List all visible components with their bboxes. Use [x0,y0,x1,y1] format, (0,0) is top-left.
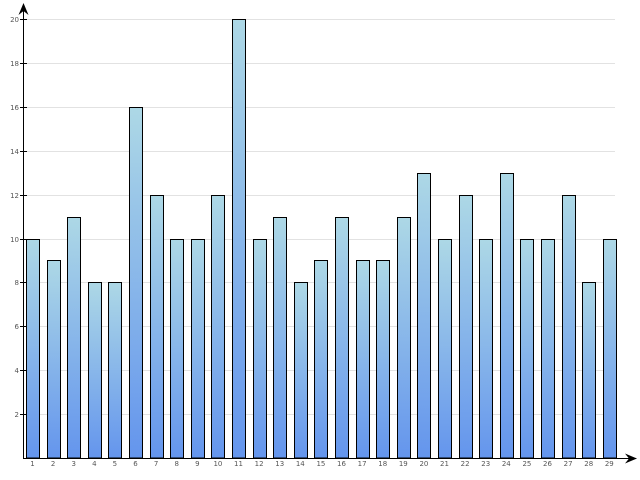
y-tick-label: 12 [10,192,19,200]
bar-16 [335,217,349,459]
y-tick-label: 8 [15,279,19,287]
bar-9 [191,239,205,459]
x-tick-label: 24 [502,460,511,468]
bar-5 [108,282,122,459]
bar-17 [356,260,370,459]
bar-21 [438,239,452,459]
bar-12 [253,239,267,459]
x-tick-label: 23 [481,460,490,468]
bar-29 [603,239,617,459]
x-tick-label: 12 [255,460,264,468]
bar-28 [582,282,596,459]
x-tick-label: 7 [154,460,158,468]
x-tick-label: 26 [543,460,552,468]
bar-4 [88,282,102,459]
y-tick-label: 4 [15,367,20,375]
bar-1 [26,239,40,459]
axes [18,3,637,464]
x-axis-arrow-icon [625,453,637,464]
bar-22 [459,195,473,459]
x-tick-label: 6 [133,460,138,468]
bar-14 [294,282,308,459]
bar-2 [47,260,61,459]
bar-25 [520,239,534,459]
x-tick-label: 10 [213,460,222,468]
bar-15 [314,260,328,459]
x-tick-label: 1 [30,460,34,468]
x-tick-label: 3 [71,460,75,468]
y-tick-label: 2 [15,411,19,419]
x-tick-label: 28 [584,460,593,468]
y-tick-label: 20 [10,16,19,24]
bar-13 [273,217,287,459]
x-tick-label: 8 [174,460,178,468]
x-tick-label: 18 [378,460,387,468]
x-tick-label: 15 [316,460,325,468]
x-tick-label: 11 [234,460,243,468]
x-tick-label: 25 [522,460,531,468]
y-tick-label: 10 [10,236,19,244]
bar-6 [129,107,143,459]
x-tick-label: 20 [419,460,428,468]
bars-group [26,19,617,459]
x-tick-label: 19 [399,460,408,468]
bar-11 [232,19,246,459]
y-tick-label: 16 [10,104,19,112]
x-tick-label: 9 [195,460,199,468]
x-tick-label: 4 [92,460,97,468]
bar-23 [479,239,493,459]
bar-7 [150,195,164,459]
x-tick-label: 14 [296,460,305,468]
x-tick-label: 2 [51,460,55,468]
y-tick-label: 6 [15,323,20,331]
bar-27 [562,195,576,459]
x-tick-label: 22 [461,460,470,468]
bar-3 [67,217,81,459]
x-tick-label: 16 [337,460,346,468]
y-axis-arrow-icon [18,3,29,15]
bar-19 [397,217,411,459]
bar-20 [417,173,431,459]
bar-24 [500,173,514,459]
x-tick-label: 21 [440,460,449,468]
x-tick-label: 27 [564,460,573,468]
x-tick-label: 29 [605,460,614,468]
bar-18 [376,260,390,459]
x-tick-label: 13 [275,460,284,468]
y-tick-label: 18 [10,60,19,68]
bar-26 [541,239,555,459]
x-tick-label: 5 [113,460,117,468]
y-tick-label: 14 [10,148,19,156]
x-tick-label: 17 [358,460,367,468]
bar-10 [211,195,225,459]
bar-8 [170,239,184,459]
